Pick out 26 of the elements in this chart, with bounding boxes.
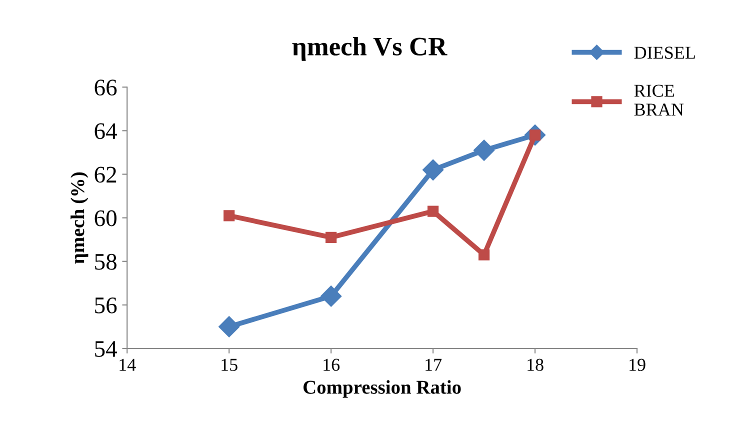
point (224, 210, 235, 222)
legend-label: DIESEL (634, 46, 695, 59)
x-tick-label: 15 (222, 358, 238, 371)
x-tick-label: 19 (630, 358, 646, 371)
point (218, 316, 240, 338)
y-axis-title: ηmech (%) (70, 172, 88, 264)
point (428, 206, 439, 217)
legend-label: RICE BRAN (634, 84, 684, 116)
point (422, 159, 444, 180)
x-axis-title: Compression Ratio (304, 380, 461, 398)
point (474, 140, 495, 161)
y-tick-label: 60 (94, 210, 116, 226)
point (478, 249, 490, 260)
y-tick-label: 58 (95, 254, 116, 270)
y-tick-label: 62 (94, 166, 116, 183)
x-tick-label: 18 (528, 358, 544, 371)
x-tick-label: 17 (426, 358, 442, 371)
chart-title: ηmech Vs CR (292, 36, 448, 61)
point (320, 286, 342, 307)
x-tick-label: 16 (324, 358, 340, 371)
x-tick-label: 14 (120, 358, 136, 371)
point (326, 232, 337, 243)
y-tick-label: 54 (95, 341, 118, 357)
y-tick-label: 64 (94, 123, 118, 140)
y-tick-label: 56 (95, 297, 117, 314)
y-tick-label: 66 (94, 80, 117, 96)
